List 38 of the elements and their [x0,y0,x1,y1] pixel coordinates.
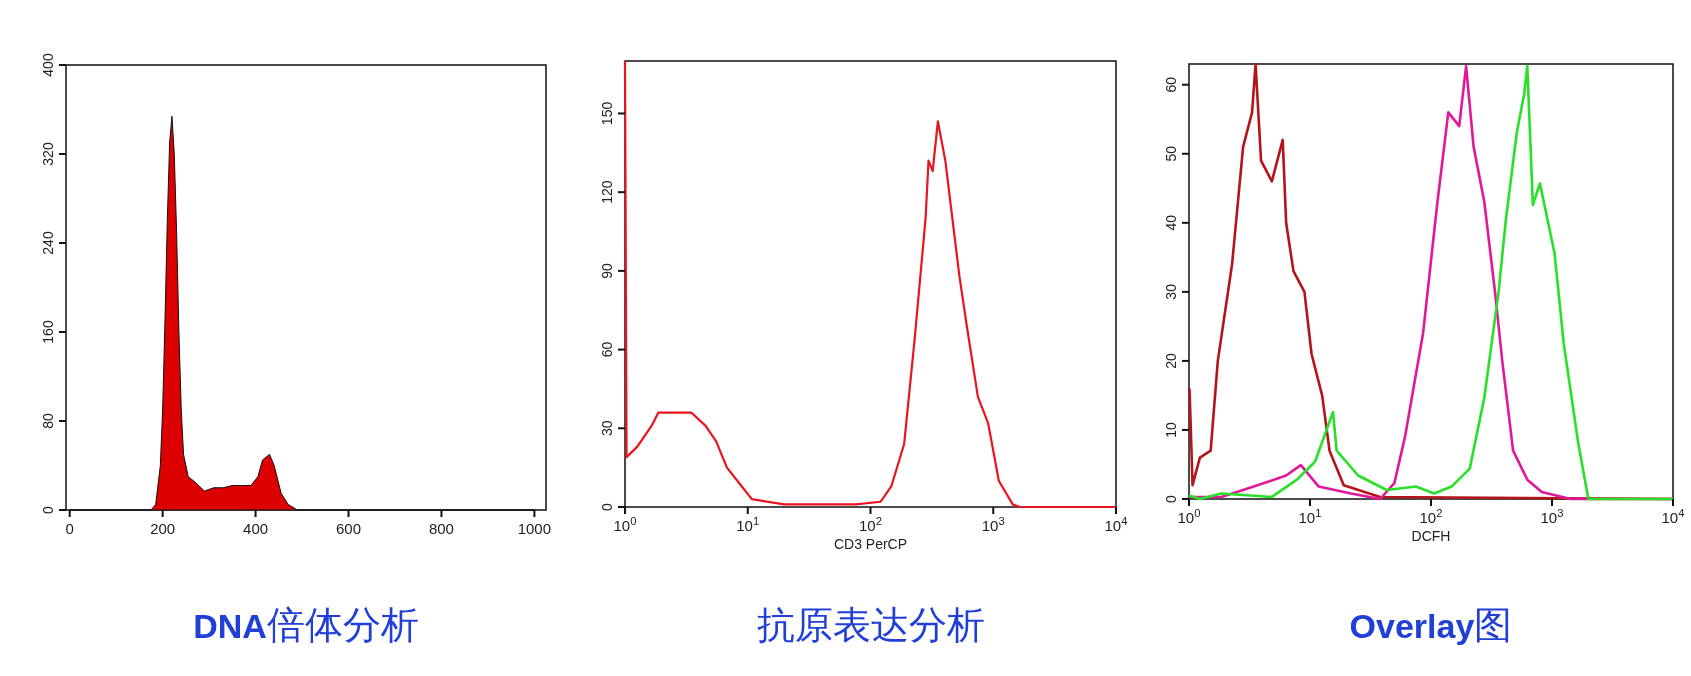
y-tick-label: 40 [1163,214,1179,231]
y-tick-label: 30 [1163,283,1179,300]
y-tick-label: 90 [599,262,615,279]
x-axis-title: DCFH [1411,528,1451,544]
x-tick-label: 10$^{3}$ [1540,507,1564,526]
x-tick-label: 600 [336,520,362,537]
x-tick-label: 10$^{2}$ [859,515,882,534]
y-tick-label: 20 [1163,352,1179,369]
y-tick-label: 60 [1163,76,1179,93]
x-axis-title: CD3 PerCP [833,536,908,552]
y-tick-label: 160 [40,320,56,344]
y-tick-label: 400 [40,53,56,77]
x-tick-label: 10$^{0}$ [1177,507,1201,526]
x-tick-label: 10$^{4}$ [1104,515,1128,534]
y-tick-label: 50 [1163,145,1179,162]
y-tick-label: 0 [1163,494,1179,503]
x-tick-label: 0 [65,520,74,537]
y-tick-label: 320 [40,142,56,166]
y-tick-label: 120 [599,180,615,204]
x-tick-label: 400 [243,520,269,537]
text: 抗原表达分析 [756,604,985,646]
y-tick-label: 80 [40,413,56,429]
x-tick-label: 200 [150,520,176,537]
x-tick-label: 10$^{3}$ [981,515,1005,534]
text: DNA倍体分析 [193,604,419,646]
x-tick-label: 10$^{1}$ [736,515,760,534]
x-tick-label: 10$^{0}$ [613,515,637,534]
x-tick-label: 10$^{2}$ [1419,507,1443,526]
x-tick-label: 800 [428,520,454,537]
text: Overlay图 [1349,604,1513,646]
y-tick-label: 10 [1163,421,1179,438]
y-tick-label: 30 [599,420,615,437]
y-tick-label: 240 [40,231,56,255]
y-tick-label: 60 [599,341,615,358]
x-tick-label: 10$^{4}$ [1661,507,1685,526]
x-tick-label: 1000 [517,520,552,537]
x-tick-label: 10$^{1}$ [1298,507,1322,526]
y-tick-label: 150 [599,101,615,126]
